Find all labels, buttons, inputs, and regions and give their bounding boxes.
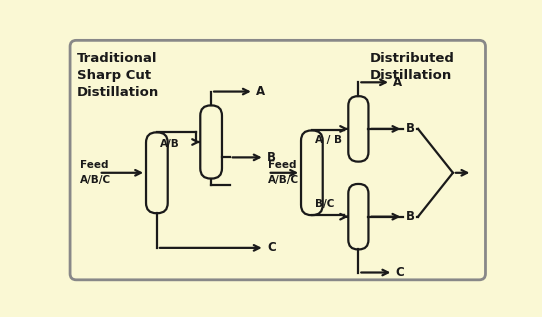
Text: B: B — [405, 122, 415, 135]
FancyBboxPatch shape — [349, 96, 369, 162]
Text: C: C — [396, 266, 404, 279]
Text: B: B — [405, 210, 415, 223]
FancyBboxPatch shape — [70, 40, 486, 280]
Text: A: A — [256, 85, 265, 98]
Text: Feed: Feed — [268, 160, 296, 171]
Text: A: A — [393, 76, 402, 89]
Text: Distributed
Distillation: Distributed Distillation — [370, 52, 455, 82]
Text: Feed: Feed — [80, 160, 108, 171]
Text: C: C — [267, 241, 276, 254]
Text: A/B/C: A/B/C — [80, 175, 111, 185]
Text: Traditional
Sharp Cut
Distillation: Traditional Sharp Cut Distillation — [77, 52, 159, 99]
Text: A/B: A/B — [160, 139, 180, 149]
FancyBboxPatch shape — [146, 133, 167, 213]
FancyBboxPatch shape — [349, 184, 369, 249]
FancyBboxPatch shape — [301, 130, 322, 215]
Text: A / B: A / B — [315, 135, 342, 145]
Text: B: B — [267, 151, 276, 164]
Text: A/B/C: A/B/C — [268, 175, 299, 185]
Text: B/C: B/C — [315, 199, 334, 209]
FancyBboxPatch shape — [201, 106, 222, 178]
